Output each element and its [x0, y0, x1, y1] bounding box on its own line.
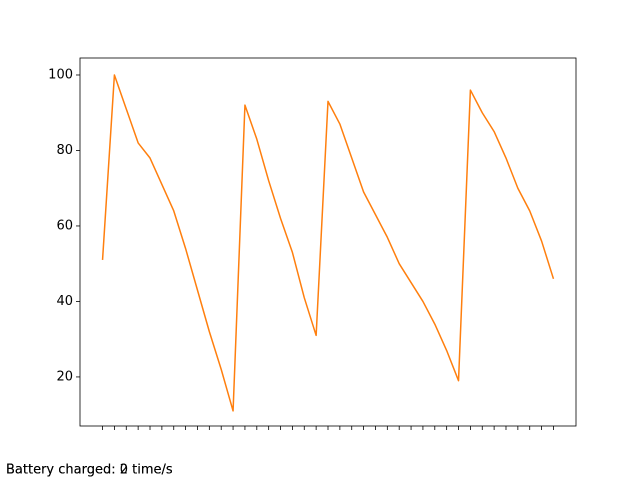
y-tick-label: 60: [56, 218, 73, 233]
y-tick-label: 20: [56, 369, 73, 384]
y-tick-label: 40: [56, 294, 73, 309]
data-line: [101, 74, 555, 412]
y-tick-label: 100: [48, 67, 73, 82]
annotation: Battery charged: 2 time/s: [6, 463, 173, 478]
y-tick-label: 80: [56, 143, 73, 158]
annotation: Battery charged: 0 time/s: [6, 463, 173, 478]
